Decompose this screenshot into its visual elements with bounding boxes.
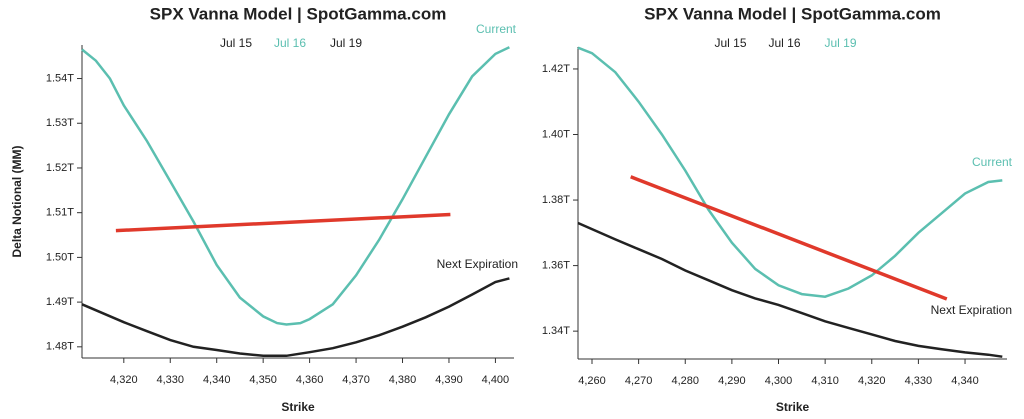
x-tick-label: 4,400 <box>482 374 510 386</box>
chart-title: SPX Vanna Model | SpotGamma.com <box>644 4 941 23</box>
y-tick-label: 1.54T <box>46 72 74 84</box>
x-tick-label: 4,280 <box>671 375 699 387</box>
x-axis-label: Strike <box>281 400 315 414</box>
x-tick-label: 4,290 <box>718 375 746 387</box>
x-tick-label: 4,370 <box>342 374 370 386</box>
legend-entry: Jul 16 <box>274 36 306 50</box>
y-tick-label: 1.38T <box>542 194 570 206</box>
y-axis-label: Delta Notional (MM) <box>10 146 24 258</box>
series-label: Next Expiration <box>437 257 518 271</box>
x-tick-label: 4,340 <box>951 375 979 387</box>
x-tick-label: 4,340 <box>203 374 231 386</box>
legend-entry: Jul 19 <box>330 36 362 50</box>
x-tick-label: 4,330 <box>905 375 933 387</box>
legend-entry: Jul 19 <box>824 36 856 50</box>
chart-title: SPX Vanna Model | SpotGamma.com <box>150 4 447 23</box>
x-axis-label: Strike <box>776 400 810 414</box>
series-label: Current <box>476 22 517 36</box>
x-tick-label: 4,380 <box>389 374 417 386</box>
legend-entry: Jul 15 <box>220 36 252 50</box>
y-tick-label: 1.48T <box>46 341 74 353</box>
x-tick-label: 4,330 <box>156 374 184 386</box>
x-tick-label: 4,310 <box>811 375 839 387</box>
series-line <box>81 46 510 326</box>
legend-entry: Jul 15 <box>714 36 746 50</box>
y-tick-label: 1.34T <box>542 325 570 337</box>
x-tick-label: 4,360 <box>296 374 324 386</box>
y-tick-label: 1.51T <box>46 207 74 219</box>
y-tick-label: 1.52T <box>46 162 74 174</box>
series-line <box>630 175 948 301</box>
x-tick-label: 4,390 <box>435 374 463 386</box>
series-label: Next Expiration <box>931 303 1012 317</box>
x-tick-label: 4,320 <box>110 374 138 386</box>
series-line <box>115 212 451 233</box>
y-tick-label: 1.40T <box>542 128 570 140</box>
y-tick-label: 1.42T <box>542 63 570 75</box>
x-tick-label: 4,300 <box>765 375 793 387</box>
y-tick-label: 1.36T <box>542 260 570 272</box>
y-tick-label: 1.49T <box>46 296 74 308</box>
x-tick-label: 4,320 <box>858 375 886 387</box>
series-line <box>577 221 1003 358</box>
y-tick-label: 1.50T <box>46 251 74 263</box>
x-tick-label: 4,270 <box>625 375 653 387</box>
legend-entry: Jul 16 <box>768 36 800 50</box>
y-tick-label: 1.53T <box>46 117 74 129</box>
series-line <box>577 46 1003 298</box>
series-label: Current <box>972 155 1013 169</box>
series-line <box>81 277 510 358</box>
x-tick-label: 4,350 <box>249 374 277 386</box>
x-tick-label: 4,260 <box>578 375 606 387</box>
